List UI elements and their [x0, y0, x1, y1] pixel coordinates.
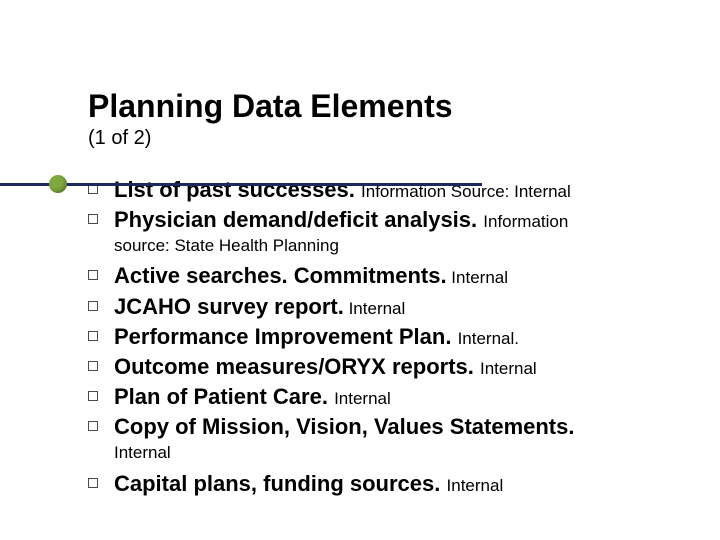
list-item-text: Outcome measures/ORYX reports. Internal	[114, 353, 537, 381]
list-item-trailing: Internal	[114, 442, 660, 463]
checkbox-icon	[88, 478, 98, 488]
accent-bullet-icon	[49, 175, 67, 193]
list-item-text: List of past successes. Information Sour…	[114, 176, 571, 204]
checkbox-icon	[88, 391, 98, 401]
list-item: Capital plans, funding sources. Internal	[88, 470, 660, 498]
slide-subtitle: (1 of 2)	[88, 127, 660, 150]
list-item-trailing: source: State Health Planning	[114, 235, 660, 256]
list-item: Performance Improvement Plan. Internal.	[88, 323, 660, 351]
list-item-text: Copy of Mission, Vision, Values Statemen…	[114, 413, 575, 441]
checkbox-icon	[88, 421, 98, 431]
list-item-text: JCAHO survey report. Internal	[114, 293, 405, 321]
list-item-text: Performance Improvement Plan. Internal.	[114, 323, 519, 351]
checkbox-icon	[88, 331, 98, 341]
list-item: JCAHO survey report. Internal	[88, 293, 660, 321]
checkbox-icon	[88, 361, 98, 371]
content-list: List of past successes. Information Sour…	[88, 176, 660, 498]
list-item: Active searches. Commitments. Internal	[88, 262, 660, 290]
list-item: List of past successes. Information Sour…	[88, 176, 660, 204]
slide-container: Planning Data Elements (1 of 2) List of …	[0, 0, 720, 540]
slide-title: Planning Data Elements	[88, 88, 660, 125]
checkbox-icon	[88, 270, 98, 280]
list-item-text: Plan of Patient Care. Internal	[114, 383, 391, 411]
list-item-text: Physician demand/deficit analysis. Infor…	[114, 206, 568, 234]
list-item: Outcome measures/ORYX reports. Internal	[88, 353, 660, 381]
list-item-text: Capital plans, funding sources. Internal	[114, 470, 503, 498]
list-item: Physician demand/deficit analysis. Infor…	[88, 206, 660, 234]
list-item: Plan of Patient Care. Internal	[88, 383, 660, 411]
list-item-text: Active searches. Commitments. Internal	[114, 262, 508, 290]
checkbox-icon	[88, 214, 98, 224]
divider-line	[0, 183, 482, 186]
checkbox-icon	[88, 301, 98, 311]
list-item: Copy of Mission, Vision, Values Statemen…	[88, 413, 660, 441]
